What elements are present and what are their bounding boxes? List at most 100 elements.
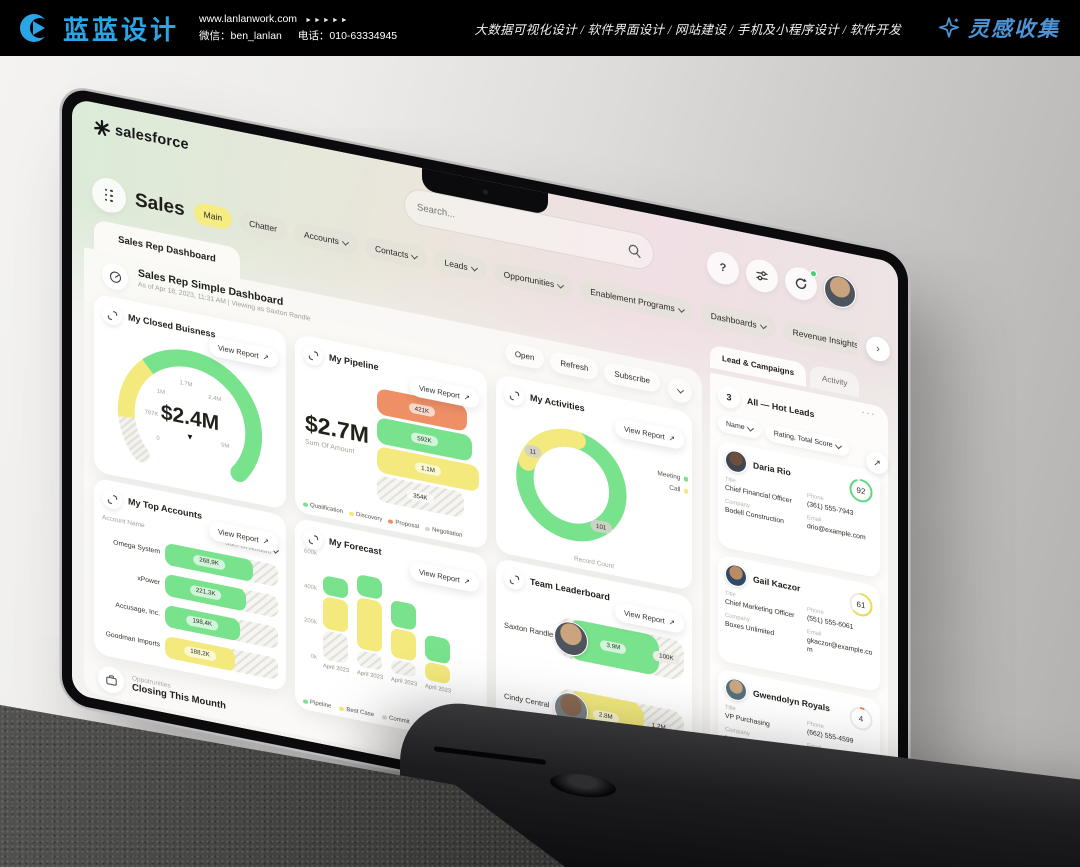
leads-list-title: All — Hot Leads <box>747 395 815 420</box>
salesforce-logo: salesforce <box>94 118 189 153</box>
bar-value-chip: 1.1M <box>415 461 441 477</box>
action-open[interactable]: Open <box>504 341 545 371</box>
legend-item: Discovery <box>349 510 382 523</box>
search-icon <box>628 244 641 258</box>
svg-text:61: 61 <box>857 600 866 611</box>
chevron-down-icon <box>341 238 349 246</box>
bar-segment <box>323 575 348 600</box>
filter-name[interactable]: Name <box>718 414 761 440</box>
widget-title: My Activities <box>530 392 585 414</box>
widget-title: Team Leaderboard <box>530 576 610 603</box>
y-axis-tick: 600k <box>303 548 317 557</box>
expand-button[interactable] <box>303 527 323 552</box>
nav-pill-revenue-insights[interactable]: Revenue Insights <box>782 318 857 356</box>
contact-card[interactable]: Daria Rio 92 Title Chief Financial Officer P… <box>718 440 880 579</box>
help-button[interactable]: ? <box>707 248 739 288</box>
inspiration-collection: 灵感收集 <box>937 13 1060 43</box>
expand-icon <box>107 494 117 504</box>
contact-card[interactable]: Gail Kaczor 61 Title Chief Marketing Office… <box>718 554 880 693</box>
legend-item: Best Case <box>339 705 374 718</box>
avatar <box>725 676 747 703</box>
nav-pill-chatter[interactable]: Chatter <box>239 210 287 242</box>
collection-text: 灵感收集 <box>968 17 1060 41</box>
widget-closed-business: My Closed Buisness View Report ↗ 0 787K 1M 1… <box>94 293 286 510</box>
lanlan-logo-icon <box>20 14 50 42</box>
expand-icon <box>509 390 519 400</box>
laptop-screen: salesforce ? <box>62 86 908 867</box>
svg-text:0: 0 <box>156 435 160 442</box>
contact-name: Daria Rio <box>753 460 791 478</box>
notifications-button[interactable] <box>785 264 817 303</box>
expand-button[interactable] <box>504 567 524 592</box>
y-axis-tick: 0k <box>310 653 317 661</box>
expand-button[interactable] <box>504 383 524 408</box>
legend-item: Qualification <box>303 501 343 515</box>
actions-more-button[interactable] <box>668 376 692 405</box>
dashboard-display: salesforce ? <box>72 97 898 860</box>
expand-button[interactable] <box>102 486 122 511</box>
expand-button[interactable] <box>102 302 122 327</box>
x-axis-label: April 2023 <box>391 676 418 688</box>
chevron-right-icon: › <box>876 342 880 356</box>
leads-count-badge: 3 <box>718 384 740 411</box>
svg-text:4: 4 <box>859 714 864 724</box>
tab-activity[interactable]: Activity <box>810 364 860 398</box>
nav-pill-leads[interactable]: Leads <box>434 249 487 282</box>
arrow-up-right-icon: ↗ <box>873 456 881 469</box>
dashboard-content: Sales Rep Simple Dashboard As of Apr 18,… <box>84 247 702 816</box>
nav-pill-accounts[interactable]: Accounts <box>293 221 358 257</box>
lead-score-ring: 92 <box>849 478 873 503</box>
opportunities-footer[interactable]: Oppotrunities Closing This Mounth <box>94 659 324 739</box>
avatar <box>725 448 747 475</box>
expand-icon <box>107 310 117 320</box>
contact-name: Gail Kaczor <box>753 574 801 594</box>
arrow-up-right-icon: ↗ <box>463 392 470 403</box>
contact-info: www.lanlanwork.com ►►►►► 微信：ben_lanlan 电话：… <box>199 13 413 43</box>
column-account-name: Account Name <box>102 513 145 530</box>
nav-pill-contacts[interactable]: Contacts <box>364 235 428 271</box>
contact-email: Email gkaczor@example.com <box>807 629 873 667</box>
svg-text:1.7M: 1.7M <box>179 380 192 389</box>
website-text: www.lanlanwork.com <box>199 13 298 25</box>
bar-segment <box>425 634 450 665</box>
action-refresh[interactable]: Refresh <box>550 350 599 382</box>
lead-score-ring: 61 <box>849 592 873 617</box>
nav-pill-main[interactable]: Main <box>193 201 233 231</box>
expand-icon <box>509 574 519 584</box>
user-avatar[interactable] <box>824 272 856 311</box>
legend-item: Proposal <box>388 518 419 530</box>
contact-name: Gwendolyn Royals <box>753 688 830 714</box>
widget-leaderboard: Team Leaderboard View Report ↗ Saxton Ran… <box>496 557 692 773</box>
camera-icon <box>482 188 488 195</box>
bar-segment <box>425 661 450 685</box>
brand-name: 蓝蓝设计 <box>63 14 180 45</box>
app-launcher-button[interactable] <box>92 174 126 216</box>
expand-button[interactable] <box>303 343 323 368</box>
search-bar[interactable] <box>404 186 654 273</box>
topbar-icons: ? <box>707 248 856 311</box>
forecast-bar <box>323 575 348 665</box>
bar-segment <box>357 649 382 671</box>
contact-card[interactable]: Gwendolyn Royals 4 Title VP Purchasing Phone… <box>718 668 880 807</box>
widget-forecast: My Forecast View Report ↗ 600k 400k 200k 0k … <box>295 517 487 746</box>
legend-item: Commit <box>382 714 410 725</box>
settings-button[interactable] <box>746 256 778 296</box>
wall-background: salesforce ? <box>0 56 1080 867</box>
nav-scroll-button[interactable]: › <box>866 334 890 364</box>
nav-pill-opportunities[interactable]: Opportunities <box>493 261 574 300</box>
nav-pill-enablement-programs[interactable]: Enablement Programs <box>580 278 694 324</box>
action-subscribe[interactable]: Subscribe <box>604 361 660 394</box>
leads-panel: 3 All — Hot Leads ··· ↗ Name Rating, Tota… <box>710 372 888 854</box>
phone-text: 电话：010-63334945 <box>297 30 398 42</box>
nav-pill-dashboards[interactable]: Dashboards <box>700 302 776 340</box>
avatar <box>725 562 747 589</box>
bar-segment <box>323 629 348 665</box>
laptop: salesforce ? <box>62 86 908 867</box>
more-menu-icon[interactable]: ··· <box>861 406 877 421</box>
help-icon: ? <box>719 261 727 275</box>
salesforce-star-icon <box>94 119 110 136</box>
chevron-down-icon <box>834 442 842 450</box>
bar-segment <box>391 658 416 678</box>
forecast-bar <box>391 599 416 678</box>
legend-item: Meeting <box>657 470 688 483</box>
